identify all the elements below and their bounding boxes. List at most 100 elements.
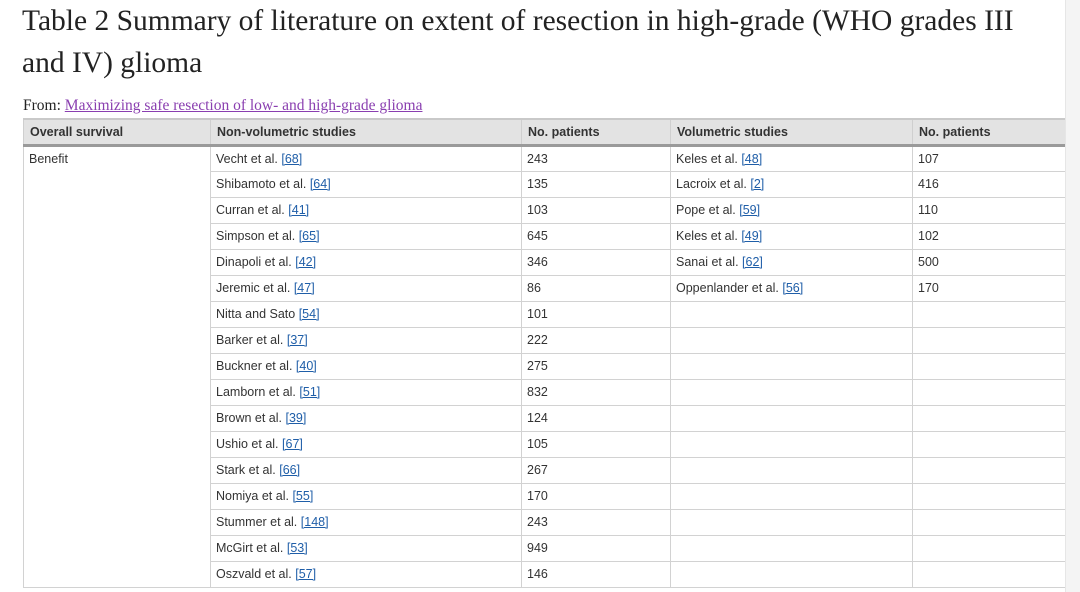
volumetric-patient-count	[912, 352, 1066, 380]
table-row: Nitta and Sato [54] 101	[24, 300, 1066, 328]
reference-link[interactable]: [51]	[299, 385, 321, 399]
reference-link[interactable]: [148]	[300, 515, 329, 529]
volumetric-patient-count: 102	[912, 222, 1066, 250]
reference-link[interactable]: [55]	[292, 489, 314, 503]
non-volumetric-patient-count: 645	[521, 222, 671, 250]
volumetric-patient-count	[912, 508, 1066, 536]
study-author: Oppenlander et al.	[676, 281, 779, 295]
source-line: From: Maximizing safe resection of low- …	[23, 96, 422, 116]
source-article-link[interactable]: Maximizing safe resection of low- and hi…	[64, 97, 423, 114]
reference-link[interactable]: [39]	[285, 411, 307, 425]
reference-link[interactable]: [37]	[286, 333, 308, 347]
reference-link[interactable]: [53]	[286, 541, 308, 555]
reference-link[interactable]: [62]	[742, 255, 763, 269]
table-row: Stummer et al. [148] 243	[24, 508, 1066, 536]
study-author: Sanai et al.	[676, 255, 739, 269]
volumetric-study-cell: Lacroix et al. [2]	[670, 170, 913, 198]
reference-link[interactable]: [48]	[741, 151, 763, 166]
reference-link[interactable]: [65]	[298, 229, 320, 243]
volumetric-study-cell: Sanai et al. [62]	[670, 248, 913, 276]
study-author: Stummer et al.	[216, 515, 298, 529]
non-volumetric-study-cell: Brown et al. [39]	[210, 404, 522, 432]
non-volumetric-patient-count: 267	[521, 456, 671, 484]
reference-link[interactable]: [49]	[741, 229, 763, 243]
table-row: Stark et al. [66] 267	[24, 456, 1066, 484]
table-row: Nomiya et al. [55] 170	[24, 482, 1066, 510]
study-author: Curran et al.	[216, 203, 285, 217]
study-author: Dinapoli et al.	[216, 255, 292, 269]
volumetric-study-cell	[670, 404, 913, 432]
table-row: Simpson et al. [65] 645 Keles et al. [49] 1…	[24, 222, 1066, 250]
reference-link[interactable]: [54]	[298, 307, 320, 321]
non-volumetric-patient-count: 243	[521, 508, 671, 536]
table-header-row: Overall survival Non-volumetric studies …	[23, 118, 1066, 147]
volumetric-patient-count: 170	[912, 274, 1066, 302]
non-volumetric-study-cell: Ushio et al. [67]	[210, 430, 522, 458]
non-volumetric-study-cell: Stummer et al. [148]	[210, 508, 522, 536]
study-author: Stark et al.	[216, 463, 276, 477]
volumetric-patient-count: 500	[912, 248, 1066, 276]
volumetric-patient-count	[912, 560, 1066, 588]
study-author: Shibamoto et al.	[216, 177, 307, 191]
source-label: From:	[23, 97, 61, 114]
non-volumetric-study-cell: Jeremic et al. [47]	[210, 274, 522, 302]
volumetric-patient-count: 110	[912, 196, 1066, 224]
reference-link[interactable]: [67]	[282, 437, 303, 451]
non-volumetric-patient-count: 135	[521, 170, 671, 198]
non-volumetric-study-cell: Vecht et al. [68]	[210, 144, 522, 172]
volumetric-study-cell	[670, 430, 913, 458]
study-author: Barker et al.	[216, 333, 284, 347]
non-volumetric-study-cell: Stark et al. [66]	[210, 456, 522, 484]
volumetric-study-cell	[670, 378, 913, 406]
non-volumetric-patient-count: 103	[521, 196, 671, 224]
non-volumetric-patient-count: 101	[521, 300, 671, 328]
reference-link[interactable]: [66]	[279, 463, 301, 477]
reference-link[interactable]: [64]	[309, 177, 331, 191]
volumetric-patient-count	[912, 404, 1066, 432]
non-volumetric-study-cell: Dinapoli et al. [42]	[210, 248, 522, 276]
volumetric-patient-count	[912, 300, 1066, 328]
reference-link[interactable]: [68]	[281, 151, 303, 166]
header-non-volumetric-studies: Non-volumetric studies	[210, 118, 522, 147]
study-author: Simpson et al.	[216, 229, 296, 243]
study-author: Ushio et al.	[216, 437, 279, 451]
reference-link[interactable]: [59]	[739, 203, 761, 217]
table-row: Curran et al. [41] 103 Pope et al. [59] 110	[24, 196, 1066, 224]
study-author: Oszvald et al.	[216, 567, 292, 581]
non-volumetric-patient-count: 832	[521, 378, 671, 406]
table-row: Brown et al. [39] 124	[24, 404, 1066, 432]
reference-link[interactable]: [47]	[293, 281, 315, 295]
reference-link[interactable]: [40]	[295, 359, 317, 373]
table-row: Jeremic et al. [47] 86 Oppenlander et al. …	[24, 274, 1066, 302]
volumetric-study-cell	[670, 508, 913, 536]
page-title: Table 2 Summary of literature on extent …	[22, 5, 1014, 79]
header-no-patients-volumetric: No. patients	[912, 118, 1066, 147]
non-volumetric-study-cell: Lamborn et al. [51]	[210, 378, 522, 406]
study-author: Brown et al.	[216, 411, 283, 425]
non-volumetric-study-cell: Nitta and Sato [54]	[210, 300, 522, 328]
reference-link[interactable]: [56]	[782, 281, 804, 295]
non-volumetric-patient-count: 949	[521, 534, 671, 562]
reference-link[interactable]: [2]	[750, 177, 765, 191]
reference-link[interactable]: [57]	[295, 567, 317, 581]
study-author: Lacroix et al.	[676, 177, 747, 191]
table-row: Oszvald et al. [57] 146	[24, 560, 1066, 588]
volumetric-study-cell: Pope et al. [59]	[670, 196, 913, 224]
non-volumetric-patient-count: 222	[521, 326, 671, 354]
volumetric-study-cell	[670, 456, 913, 484]
vertical-scrollbar[interactable]	[1065, 0, 1080, 592]
table-body: Benefit Vecht et al. [68] 243 Keles et al. …	[23, 144, 1066, 588]
volumetric-study-cell	[670, 326, 913, 354]
non-volumetric-patient-count: 243	[521, 144, 671, 172]
reference-link[interactable]: [41]	[288, 203, 310, 217]
non-volumetric-study-cell: Buckner et al. [40]	[210, 352, 522, 380]
non-volumetric-study-cell: Simpson et al. [65]	[210, 222, 522, 250]
non-volumetric-patient-count: 275	[521, 352, 671, 380]
study-author: Pope et al.	[676, 203, 736, 217]
reference-link[interactable]: [42]	[295, 255, 317, 269]
volumetric-study-cell: Keles et al. [48]	[670, 144, 913, 172]
study-author: Buckner et al.	[216, 359, 293, 373]
study-author: Keles et al.	[676, 229, 738, 243]
table-row: Lamborn et al. [51] 832	[24, 378, 1066, 406]
header-no-patients-non-volumetric: No. patients	[521, 118, 671, 147]
